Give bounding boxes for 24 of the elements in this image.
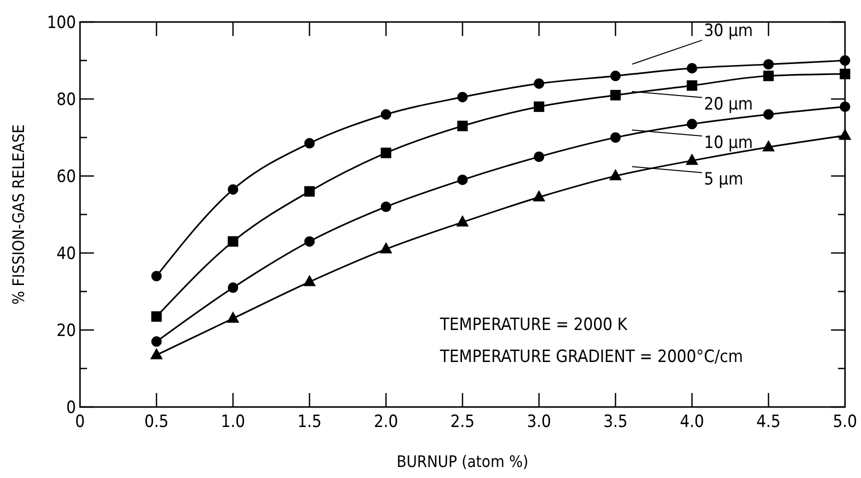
x-tick-label: 2.5 [450,412,475,432]
legend-label: 10 μm [704,133,753,154]
y-axis-title: % FISSION-GAS RELEASE [9,124,28,305]
y-tick-label: 60 [56,167,76,187]
x-tick-label: 4.0 [680,412,704,432]
x-axis-title: BURNUP (atom %) [396,452,528,471]
annotation: TEMPERATURE GRADIENT = 2000°C/cm [439,347,744,367]
x-tick-label: 1.0 [220,412,246,432]
legend-label: 30 μm [704,21,753,42]
x-tick-label: 0.5 [144,412,169,432]
legend-label: 20 μm [704,94,753,115]
x-tick-label: 5.0 [832,412,858,432]
y-tick-label: 80 [56,90,76,110]
x-tick-label: 4.5 [756,412,781,432]
x-tick-label: 3.0 [526,412,552,432]
y-tick-label: 40 [56,244,76,264]
x-tick-label: 2.0 [374,412,398,432]
y-tick-label: 20 [56,321,76,341]
x-tick-label: 1.5 [297,412,322,432]
annotation: TEMPERATURE = 2000 K [439,315,628,335]
legend-label: 5 μm [704,170,744,190]
x-tick-label: 3.5 [603,412,628,432]
y-tick-label: 100 [46,13,76,33]
y-tick-label: 0 [66,398,76,418]
